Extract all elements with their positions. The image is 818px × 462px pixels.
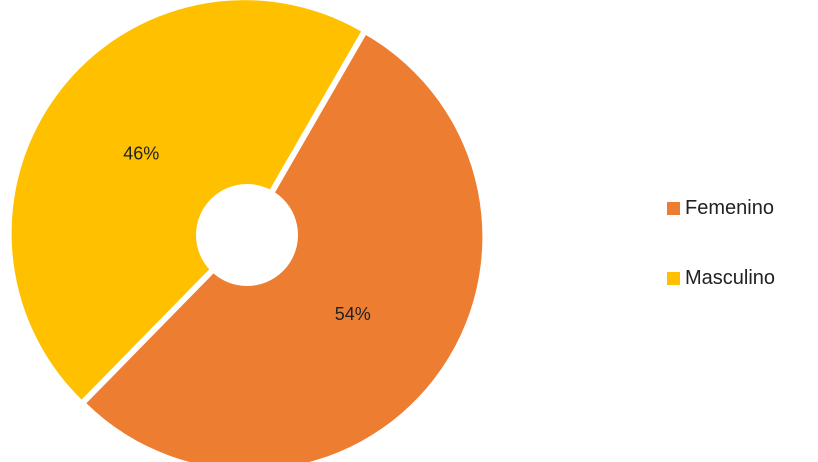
donut-hole [196,184,298,286]
legend-swatch-masculino [667,271,680,285]
legend-label-masculino: Masculino [685,266,776,289]
pie-data-labels: 54% 46% [123,143,371,324]
legend-item-femenino: Femenino [667,196,775,220]
pie-slice-masculino [11,0,362,400]
legend-swatch-femenino [667,201,680,215]
data-label-masculino: 46% [123,143,159,163]
legend-item-masculino: Masculino [667,266,775,290]
legend-label-femenino: Femenino [685,196,774,219]
pie-slices [11,0,483,462]
data-label-femenino: 54% [335,304,371,324]
legend: Femenino Masculino [667,196,775,336]
